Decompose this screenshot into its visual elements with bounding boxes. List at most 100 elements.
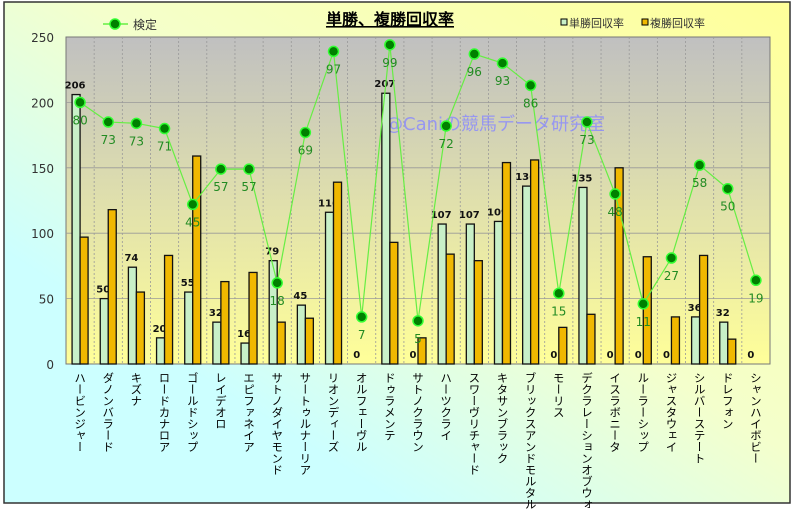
- bar-data-label: 36: [688, 303, 702, 314]
- line-point: [327, 45, 340, 58]
- x-tick-label: レイデオロ: [214, 372, 228, 430]
- legend-swatch-win: [560, 18, 568, 26]
- legend-label: 複勝回収率: [650, 16, 705, 30]
- bar-data-label: 0: [663, 350, 670, 361]
- x-tick-label: シルバーステート: [693, 372, 707, 464]
- line-data-label: 50: [720, 200, 735, 214]
- x-tick-label: ドゥラメンテ: [383, 372, 397, 441]
- line-point: [74, 96, 86, 109]
- line-series: 80 73 73 71 45 57 57 18 69 97 7 99 5 72 96 93 86 15 73 48 11…: [72, 39, 764, 346]
- x-tick-label: シャンハイボビー: [749, 372, 763, 464]
- x-tick-label: サトノクラウン: [411, 372, 425, 453]
- line-point: [693, 159, 706, 171]
- gridlines: [66, 37, 770, 364]
- bar-win: [155, 337, 166, 365]
- bar-win: [127, 266, 138, 365]
- bar-win: [493, 220, 504, 365]
- line-point: [468, 48, 481, 60]
- line-data-label: 7: [358, 328, 366, 342]
- line-data-label: 73: [129, 134, 144, 148]
- line-point: [215, 163, 227, 175]
- bar-win: [71, 93, 81, 365]
- bar-win: [184, 291, 194, 365]
- x-tick-label: ブリックスアンドモルタル: [524, 371, 538, 509]
- bar-data-label: 20: [153, 324, 167, 335]
- bar-data-label: 135: [572, 173, 593, 184]
- line-point: [637, 298, 650, 310]
- bar-place: [107, 209, 117, 365]
- line-point: [440, 120, 452, 132]
- bar-win: [212, 321, 222, 365]
- legend-swatch-place: [641, 18, 649, 26]
- bar-place: [558, 326, 568, 365]
- x-tick-label: ドレフォン: [721, 372, 735, 430]
- line-data-label: 93: [495, 74, 510, 88]
- bar-win: [465, 223, 475, 365]
- y-axis: 0 50 100 150 200 250: [31, 31, 54, 372]
- bar-data-label: 0: [747, 350, 754, 361]
- line-point: [102, 116, 114, 128]
- bar-place: [642, 256, 652, 365]
- line-data-label: 57: [213, 180, 228, 194]
- bar-win: [381, 92, 391, 365]
- bar-win: [324, 211, 335, 365]
- bar-data-label: 0: [410, 350, 417, 361]
- bar-place: [332, 181, 343, 365]
- x-tick-label: ロードカナロア: [158, 372, 172, 453]
- line-data-label: 80: [72, 113, 87, 127]
- bar-win: [437, 223, 447, 365]
- bar-data-label: 32: [209, 308, 223, 319]
- bar-data-label: 74: [124, 253, 138, 264]
- y-tick-label: 250: [31, 31, 54, 45]
- bar-place: [304, 317, 315, 365]
- bar-win: [690, 316, 701, 365]
- bar-place: [248, 271, 258, 365]
- bar-data-label: 109: [487, 207, 508, 218]
- bar-place: [670, 316, 681, 365]
- bar-data-label: 0: [353, 350, 360, 361]
- legend-marker-icon: [109, 18, 121, 30]
- bar-data-label: 0: [550, 350, 557, 361]
- x-tick-label: ルーラーシップ: [636, 372, 650, 453]
- line-data-label: 71: [157, 140, 172, 154]
- line-data-label: 18: [270, 294, 285, 308]
- y-tick-label: 100: [31, 227, 54, 241]
- bar-win: [268, 260, 278, 365]
- line-data-label: 73: [579, 133, 594, 147]
- line-point: [609, 188, 621, 200]
- bar-place: [79, 236, 89, 365]
- bar-data-label: 107: [459, 210, 480, 221]
- bar-place: [276, 321, 286, 365]
- line-data-label: 11: [636, 315, 651, 329]
- line-data-label: 72: [439, 137, 454, 151]
- bar-place: [698, 254, 709, 365]
- x-tick-label: ゴールドシップ: [186, 371, 200, 452]
- line-point: [158, 122, 171, 135]
- legend-line: 検定: [103, 17, 157, 32]
- bar-place: [727, 338, 737, 365]
- bar-place: [614, 167, 624, 365]
- line-data-label: 97: [326, 62, 341, 76]
- bar-win: [296, 304, 307, 365]
- bar-data-label: 0: [607, 350, 614, 361]
- bar-data-label: 55: [181, 278, 195, 289]
- bar-place: [192, 155, 202, 365]
- legend-label: 単勝回収率: [569, 16, 624, 30]
- line-data-label: 58: [692, 176, 707, 190]
- line-data-label: 45: [185, 215, 200, 229]
- bar-win: [99, 297, 109, 365]
- line-point: [750, 274, 762, 287]
- bar-data-label: 107: [431, 210, 452, 221]
- x-tick-label: エピファネイア: [242, 372, 256, 453]
- x-tick-label: スワーヴリチャード: [467, 372, 481, 476]
- x-tick-label: ハービンジャー: [73, 372, 87, 453]
- x-axis: ハービンジャー ダノンバラード キズナ ロードカナロア ゴールドシップ レイデオロ エピファ…: [73, 371, 763, 509]
- chart-title: 単勝、複勝回収率: [326, 10, 454, 29]
- x-tick-label: キタサンブラック: [495, 372, 509, 464]
- x-tick-label: サートゥルナーリア: [298, 372, 312, 476]
- bar-place: [501, 161, 512, 365]
- line-point: [412, 315, 424, 327]
